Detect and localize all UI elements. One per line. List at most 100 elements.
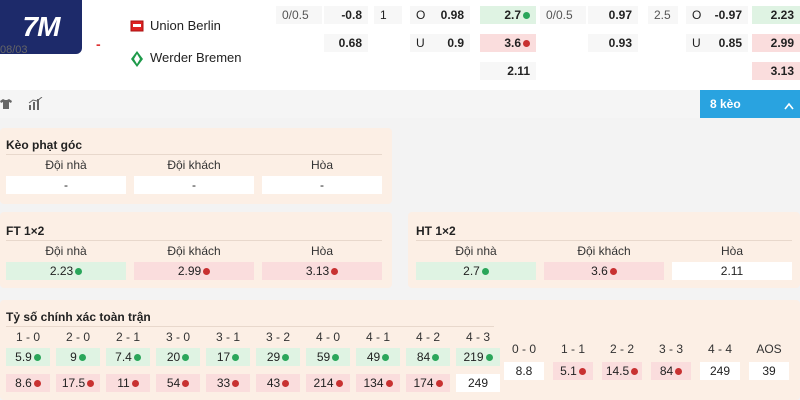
draw-score-odds-5[interactable]: 39 [749, 362, 789, 380]
tools-bar [0, 90, 800, 118]
ft-title: FT 1×2 [6, 224, 45, 238]
up-arrow-icon [182, 353, 190, 361]
up-arrow-icon [432, 353, 440, 361]
score-home-odds-3[interactable]: 20 [156, 348, 200, 366]
down-arrow-icon [203, 267, 211, 275]
score-away-odds-6[interactable]: 214 [306, 374, 350, 392]
ht-draw-odds[interactable]: 2.11 [672, 262, 792, 280]
down-arrow-icon [335, 379, 343, 387]
score-home-odds-2[interactable]: 7.4 [106, 348, 150, 366]
x12-away-odds[interactable]: 3.6 [480, 34, 536, 52]
draw-score-odds-0[interactable]: 8.8 [504, 362, 544, 380]
more-bets-label: 8 kèo [710, 97, 741, 111]
score-home-odds-8[interactable]: 84 [406, 348, 450, 366]
score-home-value: 59 [316, 350, 331, 364]
score-home-odds-9[interactable]: 219 [456, 348, 500, 366]
ou-over-odds[interactable]: 0.98 [434, 6, 470, 24]
score-away-odds-0[interactable]: 8.6 [6, 374, 50, 392]
score-away-odds-5[interactable]: 43 [256, 374, 300, 392]
ou-under-odds[interactable]: 0.9 [434, 34, 470, 52]
score-away-value: 214 [313, 376, 334, 390]
score-home-odds-7[interactable]: 49 [356, 348, 400, 366]
score-home-value: 9 [70, 350, 77, 364]
up-arrow-icon [232, 353, 240, 361]
ht-hdp-away-odds[interactable]: 0.93 [588, 34, 638, 52]
ht-ou-over-odds[interactable]: -0.97 [708, 6, 748, 24]
corner-panel: Kèo phạt góc Đội nhà Đội khách Hòa - - - [0, 128, 392, 204]
corner-draw-value[interactable]: - [262, 176, 382, 194]
draw-score-odds-2[interactable]: 14.5 [602, 362, 642, 380]
draw-score-value: 5.1 [560, 364, 577, 378]
ht-x12-home-odds[interactable]: 2.23 [752, 6, 800, 24]
score-label-4: 3 - 1 [215, 330, 240, 344]
ht-home-odds[interactable]: 2.7 [416, 262, 536, 280]
score-home-value: 20 [166, 350, 181, 364]
x12-home-odds[interactable]: 2.7 [480, 6, 536, 24]
score-away-odds-9[interactable]: 249 [456, 374, 500, 392]
up-arrow-icon [332, 353, 340, 361]
corner-home-value[interactable]: - [6, 176, 126, 194]
draw-score-odds-1[interactable]: 5.1 [553, 362, 593, 380]
hdp-away-odds[interactable]: 0.68 [324, 34, 368, 52]
ht-hdp-home-odds[interactable]: 0.97 [588, 6, 638, 24]
ft-home-odds[interactable]: 2.23 [6, 262, 126, 280]
score-away-odds-4[interactable]: 33 [206, 374, 250, 392]
draw-score-odds-3[interactable]: 84 [651, 362, 691, 380]
ou-under-label: U [410, 34, 434, 52]
home-team-name: Union Berlin [150, 18, 221, 33]
corner-away-value[interactable]: - [134, 176, 254, 194]
divider [416, 240, 792, 241]
score-label-7: 4 - 1 [365, 330, 390, 344]
score-away-odds-7[interactable]: 134 [356, 374, 400, 392]
down-arrow-icon [435, 379, 443, 387]
draw-score-label-0: 0 - 0 [511, 342, 536, 356]
score-home-odds-1[interactable]: 9 [56, 348, 100, 366]
score-home-value: 219 [463, 350, 484, 364]
ht-ou-line: 2.5 [648, 6, 678, 24]
ou-line: 1 [374, 6, 402, 24]
away-team[interactable]: Werder Bremen [130, 50, 242, 67]
ht-away-header: Đội khách [577, 244, 631, 258]
ht-x12-away-odds[interactable]: 2.99 [752, 34, 800, 52]
score-label-8: 4 - 2 [415, 330, 440, 344]
x12-draw-odds[interactable]: 2.11 [480, 62, 536, 80]
match-score-dash: - [96, 36, 101, 52]
ht-home-value: 2.7 [463, 264, 480, 278]
up-arrow-icon [133, 353, 141, 361]
corner-away-header: Đội khách [167, 158, 221, 172]
ft-away-odds[interactable]: 2.99 [134, 262, 254, 280]
score-home-odds-0[interactable]: 5.9 [6, 348, 50, 366]
ft-draw-odds[interactable]: 3.13 [262, 262, 382, 280]
score-home-value: 7.4 [115, 350, 132, 364]
ht-x12-draw-odds[interactable]: 3.13 [752, 62, 800, 80]
score-away-odds-1[interactable]: 17.5 [56, 374, 100, 392]
hdp-home-odds[interactable]: -0.8 [324, 6, 368, 24]
score-home-odds-6[interactable]: 59 [306, 348, 350, 366]
up-arrow-icon [33, 353, 41, 361]
shirt-icon[interactable] [0, 98, 12, 113]
more-bets-button[interactable]: 8 kèo [700, 90, 800, 118]
draw-score-value: 84 [659, 364, 674, 378]
brand-logo[interactable]: 7M [0, 0, 82, 54]
score-away-odds-2[interactable]: 11 [106, 374, 150, 392]
ht-away-odds[interactable]: 3.6 [544, 262, 664, 280]
up-arrow-icon [481, 267, 489, 275]
score-away-odds-3[interactable]: 54 [156, 374, 200, 392]
score-label-1: 2 - 0 [65, 330, 90, 344]
divider [6, 154, 382, 155]
draw-score-label-1: 1 - 1 [560, 342, 585, 356]
correct-score-panel: Tỷ số chính xác toàn trận 1 - 0 5.9 8.6 2 -… [0, 300, 800, 400]
down-arrow-icon [33, 379, 41, 387]
stats-chart-icon[interactable] [28, 96, 44, 114]
score-home-odds-4[interactable]: 17 [206, 348, 250, 366]
ht-ou-under-odds[interactable]: 0.85 [708, 34, 748, 52]
home-team[interactable]: Union Berlin [130, 18, 221, 33]
chevron-up-icon [784, 99, 794, 113]
score-label-5: 3 - 2 [265, 330, 290, 344]
draw-score-odds-4[interactable]: 249 [700, 362, 740, 380]
ht-1x2-panel: HT 1×2 Đội nhà Đội khách Hòa 2.7 3.6 2.1… [408, 212, 800, 288]
down-arrow-icon [131, 379, 139, 387]
score-home-odds-5[interactable]: 29 [256, 348, 300, 366]
score-away-odds-8[interactable]: 174 [406, 374, 450, 392]
ft-away-header: Đội khách [167, 244, 221, 258]
